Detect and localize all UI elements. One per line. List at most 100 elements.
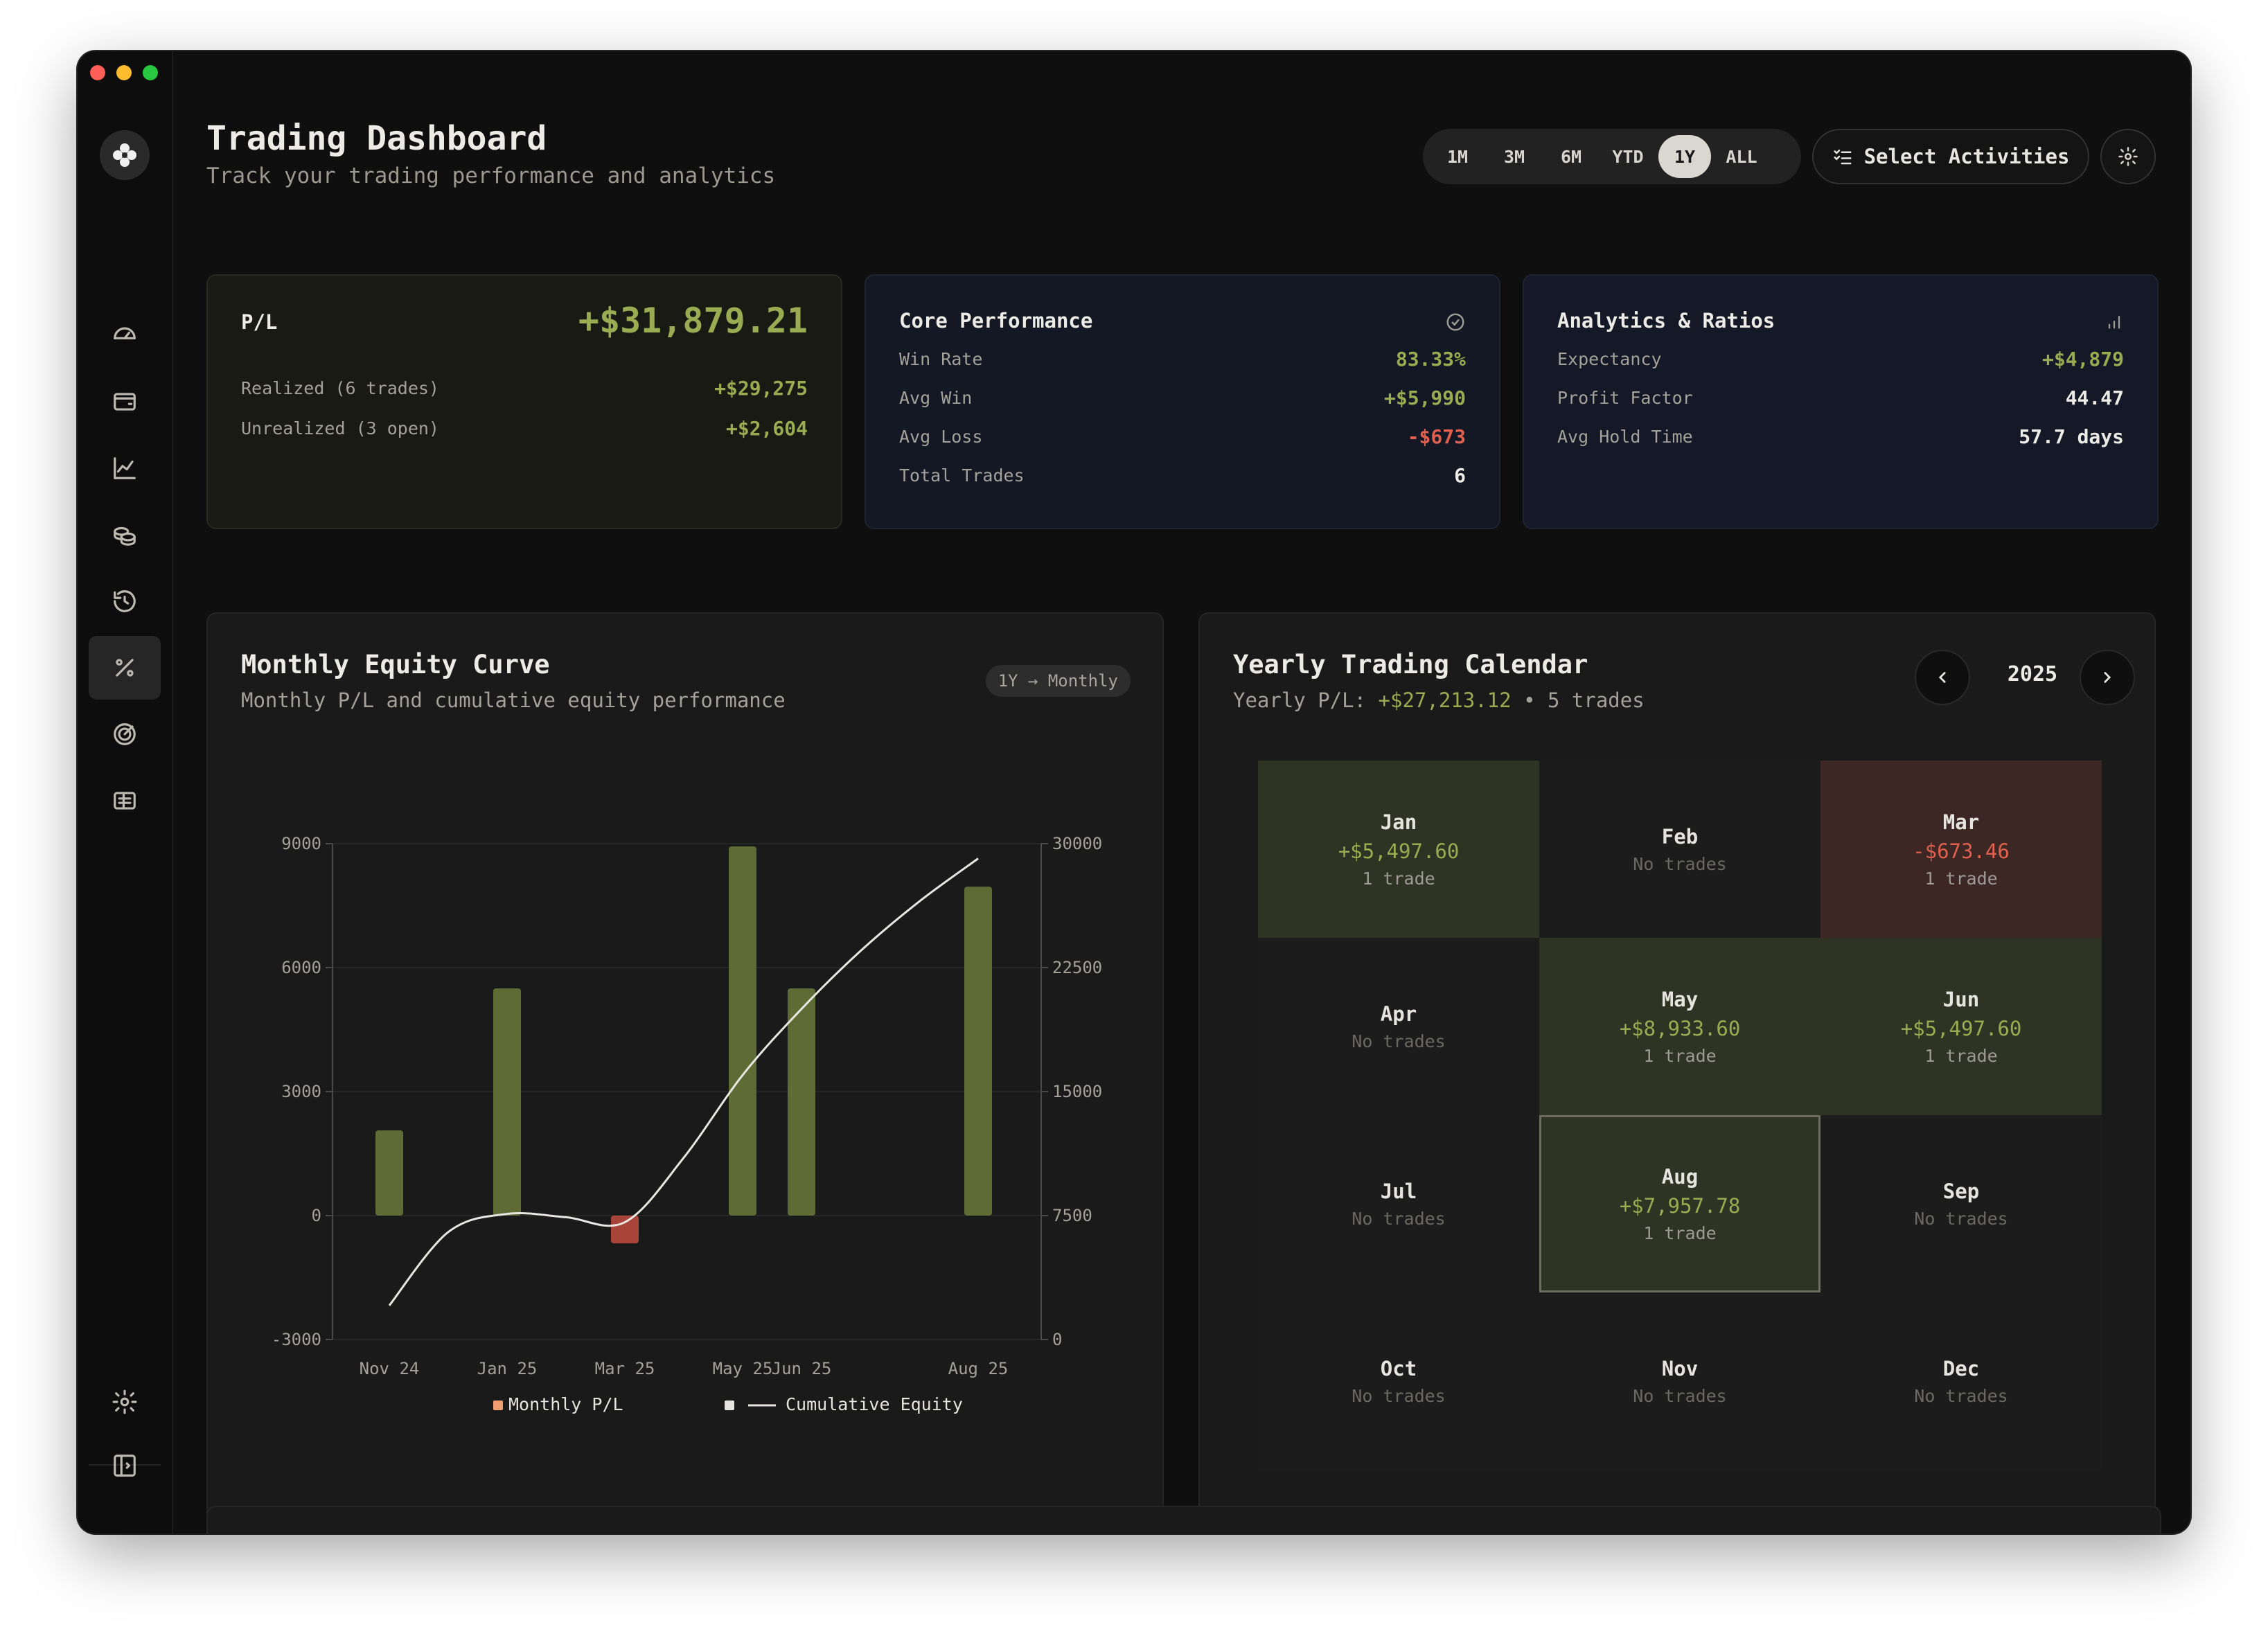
settings-button[interactable] bbox=[2100, 129, 2156, 184]
core-card-title: Core Performance bbox=[899, 309, 1093, 332]
yearly-pl-value: +$27,213.12 bbox=[1378, 688, 1512, 712]
month-cell-jan[interactable]: Jan +$5,497.60 1 trade bbox=[1258, 761, 1539, 938]
pl-card: P/L +$31,879.21 Realized (6 trades) +$29… bbox=[206, 274, 842, 529]
x-tick-label: Aug 25 bbox=[948, 1359, 1009, 1378]
next-year-button[interactable] bbox=[2080, 650, 2135, 705]
sidebar-item-goals[interactable] bbox=[89, 702, 161, 766]
calendar-title: Yearly Trading Calendar bbox=[1233, 650, 1588, 679]
sidebar bbox=[78, 51, 173, 1533]
equity-panel-title: Monthly Equity Curve bbox=[241, 650, 550, 679]
x-tick-label: May 25 bbox=[713, 1359, 773, 1378]
range-button-ytd[interactable]: YTD bbox=[1612, 146, 1644, 167]
avg-loss-row: Avg Loss -$673 bbox=[899, 425, 1466, 448]
stat-label: Profit Factor bbox=[1557, 388, 1693, 408]
sidebar-item-dashboard[interactable] bbox=[89, 302, 161, 366]
percent-icon bbox=[116, 659, 134, 677]
equity-curve-panel: Monthly Equity Curve Monthly P/L and cum… bbox=[206, 612, 1164, 1528]
range-button-1y[interactable]: 1Y bbox=[1658, 135, 1711, 178]
left-tick-label: 9000 bbox=[281, 834, 321, 853]
stat-value: +$4,879 bbox=[2041, 348, 2124, 371]
month-name: Jan bbox=[1380, 810, 1417, 834]
month-name: Apr bbox=[1380, 1002, 1417, 1026]
history-icon bbox=[114, 590, 136, 612]
gear-icon bbox=[2118, 147, 2138, 166]
range-button-3m[interactable]: 3M bbox=[1503, 146, 1525, 167]
month-cell-oct[interactable]: Oct No trades bbox=[1258, 1292, 1539, 1470]
sidebar-item-history[interactable] bbox=[89, 569, 161, 633]
stat-label: Expectancy bbox=[1557, 349, 1662, 369]
pl-realized-row: Realized (6 trades) +$29,275 bbox=[241, 377, 808, 400]
pl-card-title: P/L bbox=[241, 310, 278, 334]
close-window-button[interactable] bbox=[90, 65, 105, 80]
month-value: +$5,497.60 bbox=[1900, 1016, 2022, 1040]
gear-icon bbox=[112, 1389, 137, 1414]
month-cell-apr[interactable]: Apr No trades bbox=[1258, 938, 1539, 1115]
chevron-left-icon bbox=[1938, 672, 1946, 683]
wallet-icon bbox=[114, 393, 136, 411]
win-rate-row: Win Rate 83.33% bbox=[899, 348, 1466, 371]
select-activities-button[interactable]: Select Activities bbox=[1812, 129, 2089, 184]
sidebar-item-performance[interactable] bbox=[89, 436, 161, 500]
stat-label: Total Trades bbox=[899, 465, 1025, 486]
bar-positive bbox=[964, 887, 992, 1216]
month-trades: No trades bbox=[1352, 1031, 1446, 1051]
sidebar-item-accounts[interactable] bbox=[89, 370, 161, 434]
avg-hold-time-row: Avg Hold Time 57.7 days bbox=[1557, 425, 2124, 448]
yearly-pl-label: Yearly P/L: bbox=[1233, 688, 1367, 712]
stat-label: Win Rate bbox=[899, 349, 983, 369]
month-name: Jul bbox=[1380, 1179, 1417, 1203]
stat-value: +$29,275 bbox=[714, 377, 808, 400]
stat-label: Avg Hold Time bbox=[1557, 427, 1693, 447]
month-name: Mar bbox=[1942, 810, 1980, 834]
month-name: Nov bbox=[1661, 1356, 1699, 1380]
month-name: Feb bbox=[1661, 824, 1699, 848]
month-cell-nov[interactable]: Nov No trades bbox=[1539, 1292, 1820, 1470]
month-cell-aug[interactable]: Aug +$7,957.78 1 trade bbox=[1539, 1115, 1820, 1292]
sidebar-item-trading[interactable] bbox=[89, 636, 161, 700]
page-subtitle: Track your trading performance and analy… bbox=[206, 163, 776, 188]
bar-positive bbox=[729, 846, 756, 1216]
coins-icon bbox=[114, 526, 136, 546]
bar-positive bbox=[375, 1130, 403, 1216]
month-cell-feb[interactable]: Feb No trades bbox=[1539, 761, 1820, 938]
x-tick-label: Nov 24 bbox=[360, 1359, 420, 1378]
app-window: Trading Dashboard Track your trading per… bbox=[78, 51, 2190, 1533]
month-cell-may[interactable]: May +$8,933.60 1 trade bbox=[1539, 938, 1820, 1115]
bar-chart-icon bbox=[2105, 312, 2124, 334]
range-button-1m[interactable]: 1M bbox=[1446, 146, 1469, 167]
pl-unrealized-row: Unrealized (3 open) +$2,604 bbox=[241, 417, 808, 440]
month-name: Oct bbox=[1380, 1356, 1417, 1380]
sidebar-item-income[interactable] bbox=[89, 503, 161, 567]
stat-value: +$5,990 bbox=[1383, 386, 1466, 409]
equity-panel-subtitle: Monthly P/L and cumulative equity perfor… bbox=[241, 688, 786, 712]
month-name: Sep bbox=[1942, 1179, 1980, 1203]
sidebar-item-settings[interactable] bbox=[89, 1370, 161, 1434]
month-cell-dec[interactable]: Dec No trades bbox=[1820, 1292, 2102, 1470]
time-range-selector: 1M 3M 6M YTD 1Y ALL bbox=[1423, 129, 1801, 184]
month-cell-sep[interactable]: Sep No trades bbox=[1820, 1115, 2102, 1292]
right-tick-label: 15000 bbox=[1052, 1082, 1102, 1101]
minimize-window-button[interactable] bbox=[116, 65, 132, 80]
month-trades: No trades bbox=[1914, 1385, 2008, 1406]
next-section-panel bbox=[206, 1506, 2161, 1533]
month-cell-jun[interactable]: Jun +$5,497.60 1 trade bbox=[1820, 938, 2102, 1115]
sidebar-item-activities[interactable] bbox=[89, 769, 161, 833]
month-cell-mar[interactable]: Mar -$673.46 1 trade bbox=[1820, 761, 2102, 938]
page-title: Trading Dashboard bbox=[206, 119, 547, 158]
bar-negative bbox=[611, 1216, 639, 1244]
maximize-window-button[interactable] bbox=[143, 65, 158, 80]
month-trades: 1 trade bbox=[1643, 1045, 1717, 1066]
month-value: +$7,957.78 bbox=[1619, 1193, 1741, 1218]
year-label: 2025 bbox=[2007, 662, 2058, 686]
range-button-6m[interactable]: 6M bbox=[1560, 146, 1582, 167]
app-logo[interactable] bbox=[100, 130, 150, 180]
legend-label-equity: Cumulative Equity bbox=[786, 1394, 963, 1414]
analytics-card-title: Analytics & Ratios bbox=[1557, 309, 1775, 332]
prev-year-button[interactable] bbox=[1915, 650, 1970, 705]
month-cell-jul[interactable]: Jul No trades bbox=[1258, 1115, 1539, 1292]
sidebar-toggle-button[interactable] bbox=[89, 1434, 161, 1497]
equity-line bbox=[388, 857, 979, 1306]
range-button-all[interactable]: ALL bbox=[1726, 146, 1757, 167]
legend-swatch-monthly-pl bbox=[493, 1401, 503, 1410]
month-value: +$5,497.60 bbox=[1338, 839, 1460, 863]
